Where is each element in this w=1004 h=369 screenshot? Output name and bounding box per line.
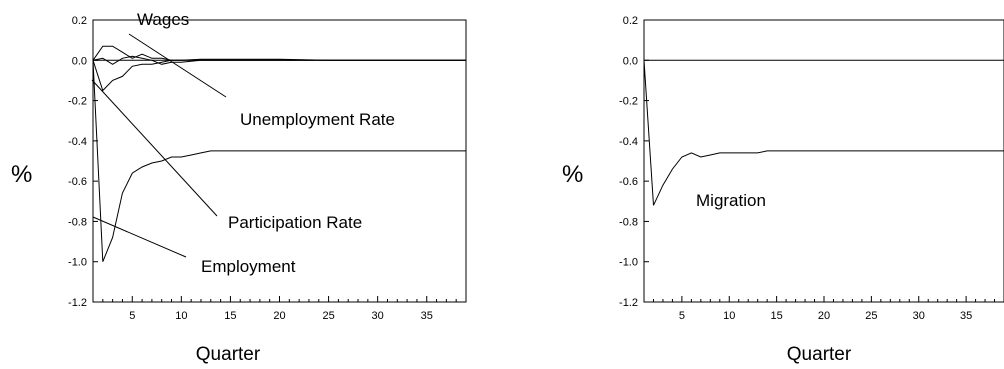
x-tick-label: 25 [865, 310, 877, 322]
y-tick-label: -1.2 [619, 297, 638, 309]
x-tick-label: 20 [818, 310, 830, 322]
x-tick-label: 30 [372, 310, 384, 322]
y-tick-label: 0.2 [72, 15, 87, 27]
y-tick-label: -0.8 [619, 216, 638, 228]
y-tick-label: -1.0 [68, 257, 87, 269]
series-line-migration [643, 60, 1004, 206]
x-tick-label: 15 [224, 310, 236, 322]
series-line-participation-rate [92, 59, 466, 92]
x-tick-label: 30 [913, 310, 925, 322]
y-axis-title: % [11, 161, 32, 188]
x-axis-title: Quarter [787, 344, 852, 365]
annotation-unemployment-rate: Unemployment Rate [240, 110, 395, 129]
left-chart-panel: 0.2 0.0 -0.2 -0.4 -0.6 -0.8 -1.0 -1.2 5 10 15 20 25… [11, 10, 467, 365]
x-tick-label: 25 [322, 310, 334, 322]
x-axis: 5 10 15 20 25 30 35 [643, 296, 1004, 322]
y-tick-label: 0.0 [623, 55, 638, 67]
y-tick-label: -0.8 [68, 216, 87, 228]
annotation-leader-line [91, 79, 218, 217]
x-axis: 5 10 15 20 25 30 35 [92, 296, 467, 322]
y-tick-label: 0.2 [623, 15, 638, 27]
y-tick-label: -0.6 [68, 176, 87, 188]
series-lines [92, 45, 466, 262]
x-tick-label: 20 [273, 310, 285, 322]
y-tick-label: -1.2 [68, 297, 87, 309]
x-tick-label: 35 [960, 310, 972, 322]
y-tick-label: -0.6 [619, 176, 638, 188]
y-tick-label: -1.0 [619, 257, 638, 269]
plot-frame [643, 19, 1004, 303]
series-line-employment [92, 60, 466, 262]
x-tick-label: 35 [421, 310, 433, 322]
y-tick-label: -0.2 [68, 96, 87, 108]
annotation-leader-line [92, 216, 187, 258]
series-line-wages [92, 45, 466, 61]
annotation-wages: Wages [137, 10, 189, 29]
y-tick-label: -0.4 [619, 136, 638, 148]
annotation-leader-line [128, 33, 227, 98]
annotation-participation-rate: Participation Rate [228, 213, 362, 232]
x-axis-title: Quarter [196, 344, 261, 365]
y-tick-label: -0.2 [619, 96, 638, 108]
annotation-migration: Migration [696, 191, 766, 210]
x-tick-label: 10 [175, 310, 187, 322]
y-tick-label: 0.0 [72, 55, 87, 67]
annotation-leaders [91, 33, 227, 258]
x-tick-label: 15 [771, 310, 783, 322]
y-axis-title: % [562, 161, 583, 188]
y-tick-label: -0.4 [68, 136, 87, 148]
y-axis: 0.2 0.0 -0.2 -0.4 -0.6 -0.8 -1.0 -1.2 [619, 15, 649, 309]
y-axis: 0.2 0.0 -0.2 -0.4 -0.6 -0.8 -1.0 -1.2 [68, 15, 98, 309]
annotation-employment: Employment [201, 257, 296, 276]
right-chart-panel: 0.2 0.0 -0.2 -0.4 -0.6 -0.8 -1.0 -1.2 5 10 15 20 25… [562, 15, 1004, 365]
x-tick-label: 10 [723, 310, 735, 322]
x-tick-label: 5 [129, 310, 135, 322]
x-tick-label: 5 [679, 310, 685, 322]
series-lines [643, 59, 1004, 206]
